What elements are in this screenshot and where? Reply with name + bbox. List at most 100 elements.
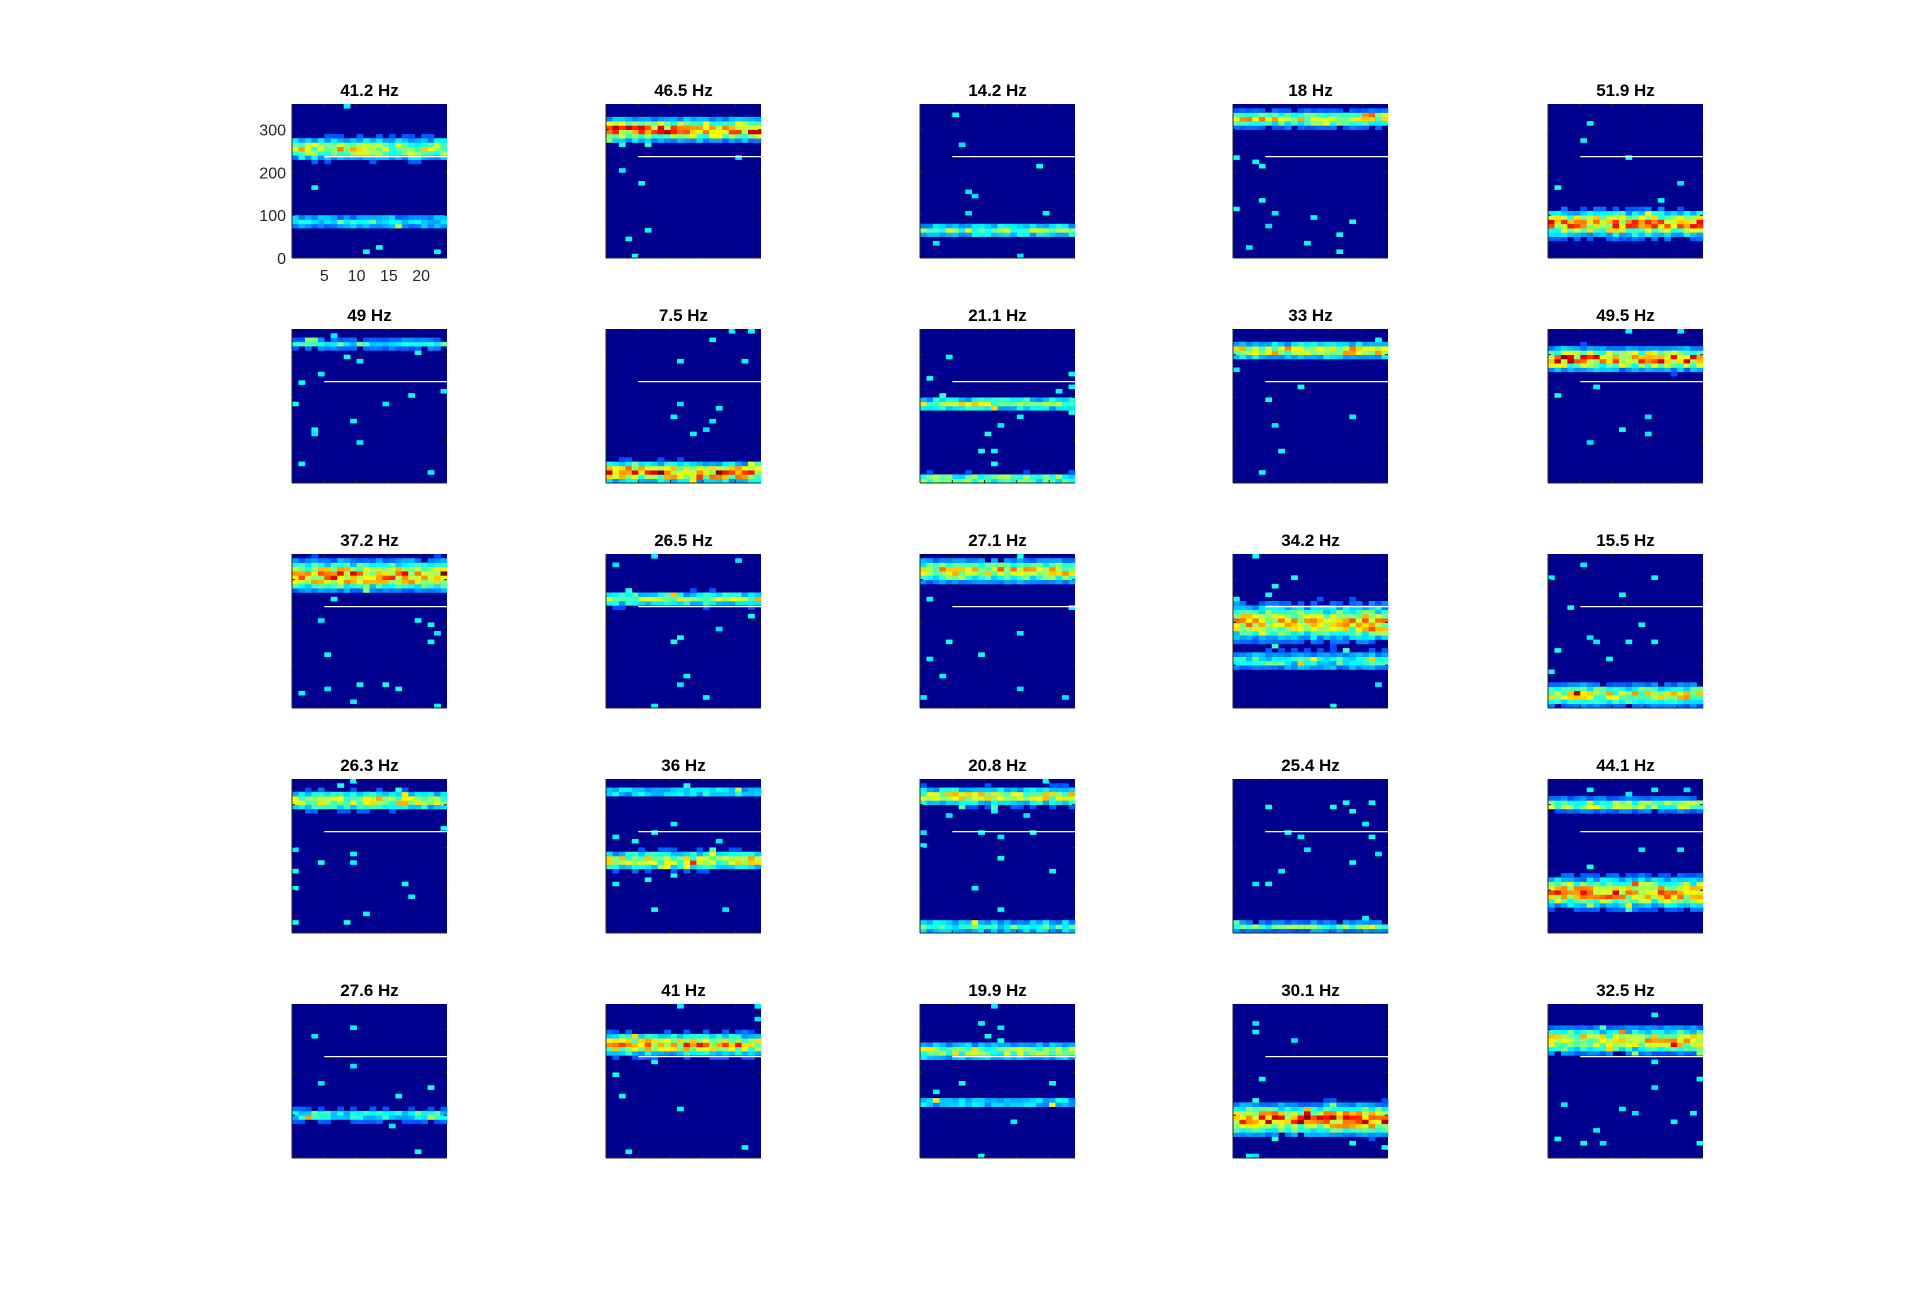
heatmap-cell — [1560, 796, 1568, 801]
heatmap-cell — [1316, 116, 1324, 122]
heatmap-cell — [978, 796, 985, 801]
heatmap-cell — [1548, 1038, 1555, 1043]
heatmap-cell — [1252, 1153, 1260, 1159]
heatmap-panel: 36 Hz — [605, 756, 762, 934]
heatmap-cell — [382, 566, 390, 572]
heatmap-cell — [311, 138, 319, 143]
heatmap-cell — [971, 924, 979, 930]
heatmap-cell — [408, 575, 416, 580]
heatmap-cell — [1644, 1051, 1652, 1056]
heatmap-cell — [317, 155, 325, 160]
heatmap-cell — [375, 575, 383, 580]
heatmap-cell — [1670, 903, 1678, 908]
heatmap-cell — [1023, 796, 1031, 801]
heatmap-cell — [991, 461, 998, 467]
heatmap-cell — [1316, 125, 1324, 130]
heatmap-cell — [1567, 223, 1575, 229]
heatmap-cell — [670, 873, 678, 878]
heatmap-cell — [1606, 903, 1613, 908]
heatmap-cell — [1297, 108, 1305, 113]
heatmap-cell — [1049, 1098, 1056, 1103]
heatmap-cell — [651, 121, 658, 126]
heatmap-cell — [330, 1115, 338, 1120]
heatmap-cell — [1239, 341, 1247, 347]
heatmap-cell — [337, 796, 344, 801]
heatmap-cell — [1310, 924, 1318, 930]
heatmap-cell — [292, 558, 299, 563]
heatmap-cell — [670, 856, 678, 861]
heatmap-cell — [363, 575, 370, 580]
heatmap-cell — [1664, 894, 1672, 900]
heatmap-cell — [1323, 622, 1331, 628]
heatmap-cell — [292, 800, 299, 805]
heatmap-cell — [1670, 699, 1678, 705]
heatmap-cell — [1233, 1128, 1240, 1133]
heatmap-cell — [984, 1042, 992, 1048]
heatmap-cell — [926, 1046, 934, 1052]
heatmap-cell — [664, 461, 671, 467]
heatmap-cell — [1265, 112, 1273, 118]
heatmap-cell — [1291, 656, 1298, 662]
heatmap-cell — [1619, 699, 1626, 705]
heatmap-cell — [350, 571, 357, 576]
heatmap-cell — [1664, 228, 1672, 233]
heatmap-cell — [1029, 924, 1037, 930]
heatmap-cell — [664, 596, 671, 602]
heatmap-cell — [408, 1110, 416, 1116]
heatmap-cell — [638, 787, 646, 793]
heatmap-cell — [722, 592, 730, 598]
heatmap-cell — [1068, 474, 1076, 480]
heatmap-cell — [1586, 873, 1594, 878]
heatmap-cell — [350, 787, 357, 793]
heatmap-cell — [388, 223, 396, 229]
heatmap-cell — [728, 474, 736, 480]
heatmap-cell — [1258, 631, 1266, 636]
heatmap-cell — [1644, 881, 1652, 887]
heatmap-cell — [401, 155, 409, 160]
heatmap-cell — [984, 474, 992, 480]
heatmap-cell — [1278, 1115, 1285, 1120]
heatmap-cell — [1042, 924, 1050, 930]
heatmap-cell — [311, 571, 319, 576]
heatmap-cell — [1644, 367, 1652, 373]
heatmap-cell — [1631, 1033, 1639, 1039]
heatmap-cell — [1593, 800, 1600, 805]
heatmap-cell — [1657, 358, 1665, 364]
heatmap-cell — [754, 592, 762, 598]
heatmap-cell — [421, 337, 428, 343]
heatmap-cell — [754, 787, 762, 793]
heatmap-cell — [1606, 682, 1613, 687]
heatmap-cell — [683, 1042, 691, 1048]
heatmap-panel: 33 Hz — [1232, 306, 1389, 484]
heatmap-cell — [638, 864, 646, 870]
heatmap-cell — [670, 592, 678, 598]
heatmap-cell — [427, 138, 435, 143]
heatmap-cell — [1271, 1110, 1279, 1116]
heatmap-cell — [1619, 1029, 1626, 1035]
heatmap-cell — [606, 787, 613, 793]
heatmap-cell — [1068, 571, 1076, 576]
heatmap-cell — [1638, 890, 1646, 895]
heatmap-cell — [1599, 881, 1607, 887]
heatmap-cell — [1062, 791, 1069, 797]
heatmap-cell — [625, 474, 633, 480]
heatmap-cell — [440, 562, 448, 568]
heatmap-cell — [926, 401, 934, 407]
heatmap-cells — [1233, 108, 1389, 255]
heatmap-cell — [631, 1042, 639, 1048]
heatmap-cell — [1612, 363, 1620, 368]
heatmap-cell — [1239, 656, 1247, 662]
heatmap-cell — [1316, 920, 1324, 925]
heatmap-cell — [1258, 108, 1266, 113]
heatmap-cell — [1336, 108, 1344, 113]
heatmap-cell — [1278, 350, 1285, 355]
heatmap-cell — [1342, 112, 1350, 118]
heatmap-cell — [1612, 804, 1620, 810]
heatmap-cell — [1599, 894, 1607, 900]
heatmap-cell — [657, 133, 665, 139]
heatmap-cell — [369, 1115, 377, 1120]
heatmap-cells — [1548, 787, 1704, 912]
heatmap-cell — [1664, 686, 1672, 692]
heatmap-cell — [1062, 562, 1069, 568]
heatmap-cell — [324, 151, 332, 156]
